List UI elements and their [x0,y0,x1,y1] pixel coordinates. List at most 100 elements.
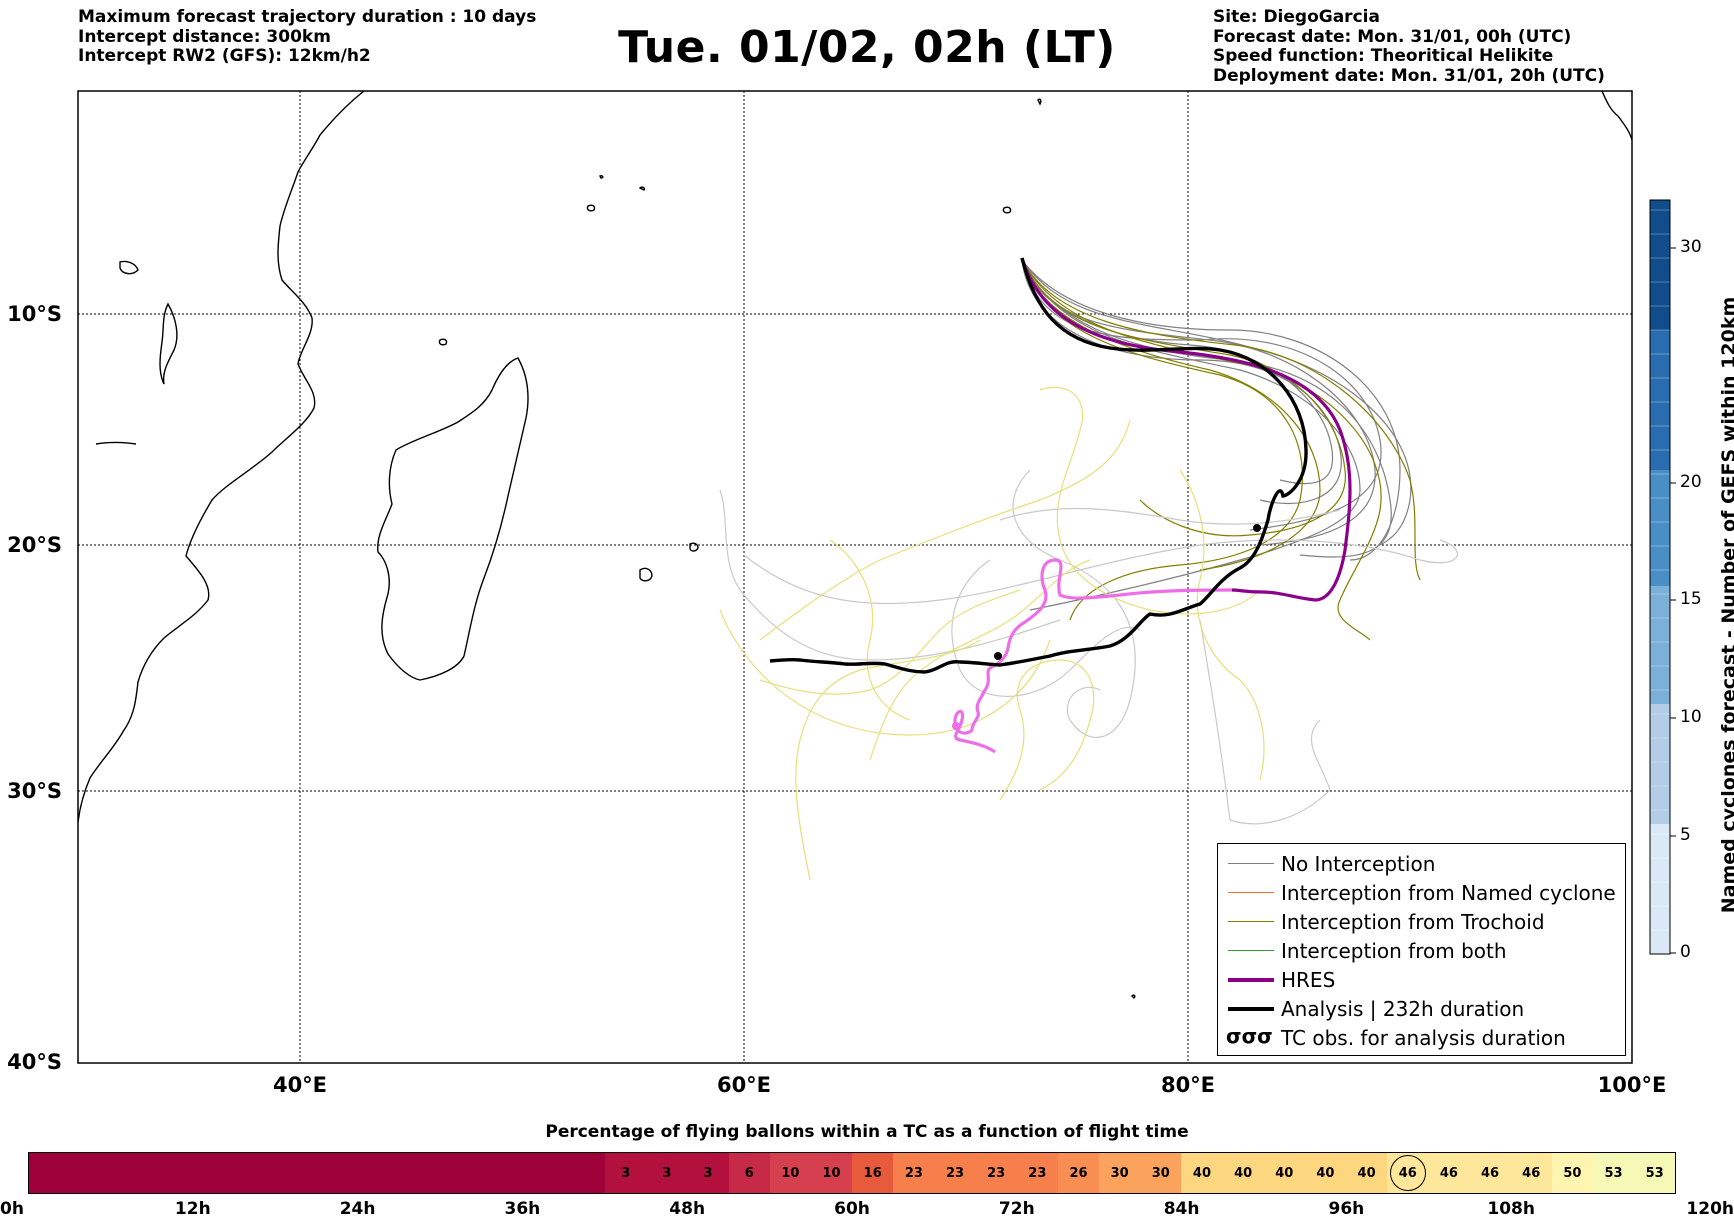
percentage-cell [317,1153,359,1193]
current-time-marker [1389,1155,1426,1191]
percentage-cell [29,1153,71,1193]
lat-label-10s: 10°S [7,302,62,326]
percentage-cell [358,1153,400,1193]
trochoid-track [1021,259,1421,581]
no-interception-track [1021,259,1401,561]
hres-track [1020,257,1352,602]
gefs-yellow-track [719,609,1051,736]
trochoid-track [1021,259,1321,571]
legend-item-trochoid: Interception from Trochoid [1218,908,1625,937]
legend-swatch [1228,921,1274,922]
percentage-cell: 3 [605,1153,647,1193]
percentage-bar: 3 3 3 6 10 10 16 23 23 23 23 26 30 30 40 40 40 40 40 46 46 46… [28,1152,1676,1194]
legend-swatch [1228,1007,1274,1011]
no-interception-track [1021,259,1376,546]
percentage-cell: 23 [934,1153,976,1193]
percentage-cell: 46 [1387,1153,1429,1193]
colorbar-tick-20: 20 [1680,472,1702,492]
colorbar-tick-10: 10 [1680,707,1702,727]
percentage-cell: 40 [1263,1153,1305,1193]
percentage-cell: 40 [1222,1153,1264,1193]
intercept-distance-text: Intercept distance: 300km [78,26,331,47]
gefs-pale-track [951,559,1141,697]
reunion-coastline [689,542,699,552]
lat-label-40s: 40°S [7,1050,62,1074]
sumatra-coastline [1601,91,1632,141]
hour-label: 84h [1163,1199,1200,1219]
percentage-cell [522,1153,565,1193]
max-duration-text: Maximum forecast trajectory duration : 1… [78,7,537,27]
lon-label-80e: 80°E [1160,1073,1216,1097]
legend-swatch [1228,950,1274,951]
hres-alt-track [953,558,1233,754]
legend-item-named-cyclone: Interception from Named cyclone [1218,879,1625,908]
percentage-cell [70,1153,112,1193]
gefs-pale-track [1199,619,1331,825]
lake-africa [159,302,178,385]
graticule [78,91,1632,1063]
gefs-pale-track [999,507,1341,525]
percentage-cell [481,1153,523,1193]
comoros-coastline [438,338,448,346]
percentage-cell: 40 [1304,1153,1346,1193]
legend-item-both: Interception from both [1218,937,1625,966]
colorbar-tick-5: 5 [1680,825,1691,845]
forecast-date-text: Forecast date: Mon. 31/01, 00h (UTC) [1213,26,1572,47]
percentage-cell: 23 [975,1153,1017,1193]
legend-label: No Interception [1281,852,1436,876]
lon-label-100e: 100°E [1597,1073,1667,1097]
legend-label: Interception from Named cyclone [1281,881,1616,905]
percentage-cell: 10 [810,1153,853,1193]
hour-label: 120h [1686,1199,1734,1219]
maldives-coastline [1037,98,1042,106]
hour-label: 60h [834,1199,870,1219]
analysis-end-dot [1253,524,1261,532]
percentage-cell [193,1153,235,1193]
deployment-date-text: Deployment date: Mon. 31/01, 20h (UTC) [1213,65,1605,86]
percentage-cell: 23 [1016,1153,1058,1193]
gefs-pale-track [743,539,1459,605]
legend-item-tc-obs: σσσ TC obs. for analysis duration [1218,1024,1625,1053]
percentage-cell: 6 [728,1153,770,1193]
gefs-yellow-track [999,659,1095,801]
percentage-cell [564,1153,606,1193]
percentage-cell [440,1153,482,1193]
percentage-bar-title: Percentage of flying ballons within a TC… [545,1122,1189,1142]
legend-item-hres: HRES [1218,966,1625,995]
mascarene-bank [599,175,646,191]
launch-point-dot [994,652,1002,660]
percentage-cell: 46 [1469,1153,1511,1193]
analysis-track [769,257,1308,674]
hour-label: 36h [504,1199,541,1219]
site-text: Site: DiegoGarcia [1213,7,1380,27]
percentage-cell: 46 [1510,1153,1552,1193]
colorbar-title: Named cyclones forecast - Number of GEFS… [1718,296,1734,914]
legend-label: Interception from Trochoid [1281,910,1545,934]
percentage-cell: 40 [1181,1153,1223,1193]
percentage-cell: 16 [852,1153,894,1193]
mauritius-coastline [639,567,653,582]
percentage-cell: 3 [687,1153,729,1193]
hour-label: 12h [174,1199,211,1219]
colorbar-tick-15: 15 [1680,589,1702,609]
legend-swatch [1228,863,1274,864]
lon-label-60e: 60°E [716,1073,772,1097]
legend-item-analysis: Analysis | 232h duration [1218,995,1625,1024]
hour-label: 96h [1328,1199,1365,1219]
percentage-cell [152,1153,194,1193]
colorbar-tick-30: 30 [1680,237,1702,257]
percentage-cell: 10 [769,1153,811,1193]
legend-label: HRES [1281,968,1336,992]
cyclone-colorbar [1649,199,1676,955]
percentage-cell [111,1153,153,1193]
hour-label: 48h [669,1199,706,1219]
percentage-cell [399,1153,441,1193]
hour-label: 72h [998,1199,1035,1219]
gefs-yellow-track [1039,386,1261,615]
legend-label: TC obs. for analysis duration [1281,1026,1566,1050]
speed-function-text: Speed function: Theoritical Helikite [1213,46,1554,66]
percentage-cell: 53 [1634,1153,1676,1193]
header-right-info: Site: DiegoGarcia Forecast date: Mon. 31… [1213,7,1605,86]
colorbar-tick-0: 0 [1680,942,1691,962]
page-title: Tue. 01/02, 02h (LT) [618,22,1116,73]
